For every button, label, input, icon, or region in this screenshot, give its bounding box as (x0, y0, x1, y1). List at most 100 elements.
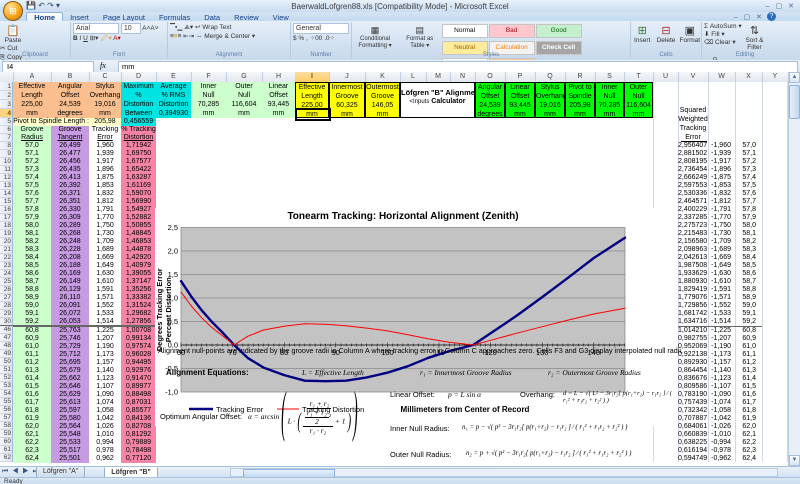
result-linear-offset-P[interactable]: Linear Offset 93,445 mm (505, 82, 535, 118)
vertical-scrollbar[interactable]: ▲ ▼ (788, 72, 800, 466)
cell[interactable]: 0,96028 (121, 351, 156, 359)
cell[interactable]: 59,2 (13, 318, 51, 326)
pivot-length-value[interactable]: 205,98 (89, 118, 121, 126)
row-number-2[interactable]: 2 (0, 91, 13, 100)
cell[interactable]: 25,662 (51, 375, 89, 383)
row-number-58[interactable]: 58 (0, 422, 13, 430)
cell[interactable]: 57,5 (13, 182, 51, 190)
cell[interactable]: -1,669 (711, 254, 731, 261)
scroll-down-icon[interactable]: ▼ (789, 455, 800, 466)
cell[interactable]: 26,072 (51, 310, 89, 318)
cell[interactable]: 57,6 (742, 190, 756, 197)
cell[interactable]: 0,94495 (121, 359, 156, 367)
subheader-tangent[interactable]: Groove Tangent (51, 126, 89, 142)
cell[interactable]: 1,939 (89, 150, 121, 158)
cell[interactable]: 0,982755 (678, 335, 708, 342)
cell[interactable]: 0,99134 (121, 335, 156, 343)
cell[interactable]: 61,9 (742, 415, 756, 422)
cell[interactable]: -1,812 (711, 198, 731, 205)
cell[interactable]: 61,7 (13, 399, 51, 407)
align-left-icon[interactable]: ≡ (170, 33, 174, 40)
cell[interactable]: 1,157 (89, 359, 121, 367)
cell[interactable]: 1,207 (89, 335, 121, 343)
cell[interactable]: 0,638225 (678, 439, 708, 446)
cell[interactable]: 61,5 (742, 383, 756, 390)
cell[interactable]: -1,730 (711, 230, 731, 237)
cell[interactable]: 2,156580 (678, 238, 708, 245)
cell[interactable]: -1,939 (711, 150, 731, 157)
row-number-19[interactable]: 19 (0, 230, 13, 238)
cell[interactable]: 26,149 (51, 278, 89, 286)
ribbon-tab-home[interactable]: Home (26, 12, 64, 22)
ribbon-tab-data[interactable]: Data (204, 13, 221, 22)
cell[interactable]: 58,6 (13, 270, 51, 278)
cell[interactable]: 58,5 (742, 262, 756, 269)
quick-access-toolbar[interactable]: 💾 ↶ ↷ ▾ (26, 1, 61, 10)
bold-button[interactable]: B (73, 35, 78, 42)
cell[interactable]: 62,0 (13, 423, 51, 431)
cell-style-normal[interactable]: Normal (441, 24, 488, 38)
cell[interactable]: 57,9 (13, 214, 51, 222)
cell[interactable]: 1,552 (89, 302, 121, 310)
fx-icon[interactable]: fx (100, 61, 106, 70)
tab-nav-buttons[interactable]: ⏮ ◀ ▶ ⏭ (2, 468, 40, 475)
conditional-formatting-button[interactable]: ▦ Conditional Formatting ▾ (352, 23, 398, 50)
cell[interactable]: 0,994 (89, 439, 121, 447)
header-inner-null-F[interactable]: Inner Null 70,285 mm (191, 82, 226, 118)
cell[interactable]: 62,1 (13, 431, 51, 439)
cell[interactable]: 1,59070 (121, 190, 156, 198)
cell[interactable]: 1,933629 (678, 270, 708, 277)
cell[interactable]: 0,594749 (678, 455, 708, 462)
cell[interactable]: 1,610 (89, 278, 121, 286)
cell[interactable]: 0,952069 (678, 343, 708, 350)
copy-button[interactable]: ⎘ Copy (0, 54, 23, 61)
header-outer-null-G[interactable]: Outer Null 116,604 mm (226, 82, 262, 118)
cell[interactable]: 2,597553 (678, 182, 708, 189)
cell[interactable]: 1,00708 (121, 327, 156, 335)
number-format-select[interactable]: General (293, 23, 349, 34)
cell[interactable]: 1,42920 (121, 254, 156, 262)
cell[interactable]: 2,956407 (678, 142, 708, 149)
align-right-icon[interactable]: ≡ (177, 33, 182, 40)
cell[interactable]: 25,501 (51, 455, 89, 463)
cell[interactable]: 0,85577 (121, 407, 156, 415)
cell[interactable]: 25,613 (51, 399, 89, 407)
cell[interactable]: 1,67577 (121, 158, 156, 166)
cell[interactable]: 58,3 (13, 246, 51, 254)
cell[interactable]: 25,517 (51, 447, 89, 455)
cell[interactable]: 57,3 (742, 166, 756, 173)
cell[interactable]: -1,010 (711, 431, 731, 438)
row-number-50[interactable]: 50 (0, 358, 13, 366)
column-header-M[interactable]: M (426, 72, 451, 82)
cell[interactable]: 25,712 (51, 351, 89, 359)
subheader-distortion[interactable]: % Tracking Distortion (121, 126, 156, 142)
cell[interactable]: 60,8 (13, 327, 51, 335)
column-header-E[interactable]: E (156, 72, 192, 82)
cell[interactable]: 1,61169 (121, 182, 156, 190)
cell[interactable]: 25,695 (51, 359, 89, 367)
cell[interactable]: 0,783190 (678, 391, 708, 398)
max-distortion-value[interactable]: 0,456559 (121, 118, 156, 126)
select-all-corner[interactable] (0, 72, 14, 82)
row-number-53[interactable]: 53 (0, 382, 13, 390)
cell[interactable]: 62,0 (742, 423, 756, 430)
cell[interactable]: -0,994 (711, 439, 731, 446)
row-number-21[interactable]: 21 (0, 246, 13, 254)
cell[interactable]: 1,669 (89, 254, 121, 262)
cell[interactable]: 58,2 (13, 238, 51, 246)
cell-style-bad[interactable]: Bad (488, 24, 535, 38)
cell[interactable]: 0,91470 (121, 375, 156, 383)
cell[interactable]: 26,228 (51, 246, 89, 254)
row-number-15[interactable]: 15 (0, 198, 13, 206)
cell[interactable]: 1,225 (89, 327, 121, 335)
ribbon-tab-view[interactable]: View (272, 13, 289, 22)
cell[interactable]: 1,514 (89, 318, 121, 326)
cell[interactable]: 0,707887 (678, 415, 708, 422)
column-header-U[interactable]: U (653, 72, 679, 82)
cell[interactable]: -1,896 (711, 166, 731, 173)
align-top-icon[interactable]: ▔ (170, 24, 175, 31)
insert-cells-button[interactable]: ⊞ Insert (631, 23, 653, 44)
cell[interactable]: 1,010 (89, 431, 121, 439)
cell[interactable]: -1,107 (711, 383, 731, 390)
cell[interactable]: 1,630 (89, 270, 121, 278)
